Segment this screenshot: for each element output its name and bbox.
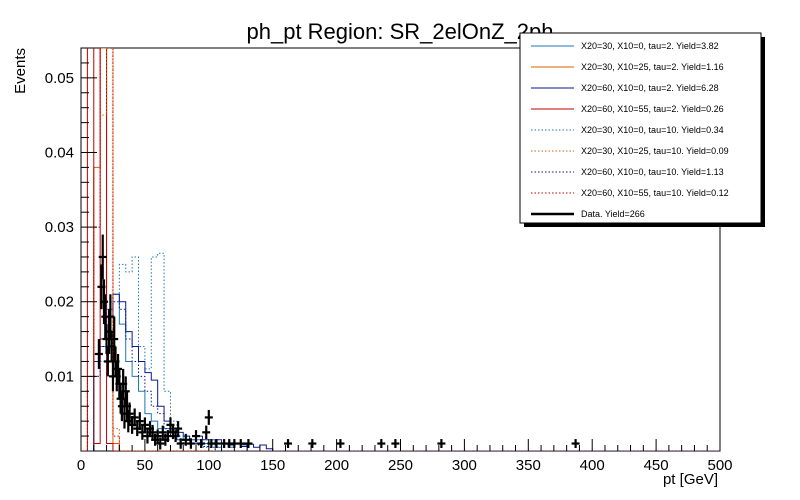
series-histogram-1 — [81, 293, 720, 451]
x-tick-label: 0 — [77, 457, 85, 474]
data-point — [153, 429, 162, 443]
data-points-layer — [94, 234, 580, 450]
x-tick-label: 500 — [707, 457, 732, 474]
x-tick-label: 200 — [324, 457, 349, 474]
series-histogram-5 — [81, 252, 720, 451]
x-tick-label: 300 — [452, 457, 477, 474]
x-tick-label: 450 — [644, 457, 669, 474]
data-point — [336, 439, 345, 449]
y-tick-label: 0.01 — [45, 368, 74, 385]
x-axis-label: pt [GeV] — [663, 471, 718, 488]
legend-label: X20=60, X10=0, tau=2. Yield=6.28 — [581, 83, 719, 93]
data-point — [181, 433, 190, 446]
legend-entry: X20=30, X10=0, tau=10. Yield=0.34 — [531, 125, 724, 135]
legend-label: X20=30, X10=0, tau=10. Yield=0.34 — [581, 125, 724, 135]
data-point — [174, 421, 183, 437]
legend-entry: X20=30, X10=25, tau=2. Yield=1.16 — [531, 62, 724, 72]
x-tick-label: 400 — [580, 457, 605, 474]
data-point — [197, 439, 206, 449]
data-point — [98, 234, 107, 280]
data-point — [308, 439, 317, 449]
x-tick-label: 350 — [516, 457, 541, 474]
legend-entry: X20=60, X10=0, tau=2. Yield=6.28 — [531, 83, 719, 93]
legend-label: X20=30, X10=0, tau=2. Yield=3.82 — [581, 41, 719, 51]
data-point — [176, 438, 185, 449]
legend-entry: X20=30, X10=0, tau=2. Yield=3.82 — [531, 41, 719, 51]
legend-entry: Data. Yield=266 — [531, 209, 645, 219]
x-tick-label: 50 — [137, 457, 154, 474]
data-point — [106, 294, 115, 340]
x-axis: 0 50 100 150 200 250 300 350 400 450 500 — [77, 439, 733, 474]
data-point — [202, 425, 211, 440]
x-tick-label: 150 — [260, 457, 285, 474]
legend-label: X20=60, X10=0, tau=10. Yield=1.13 — [581, 167, 724, 177]
data-point — [212, 439, 221, 449]
series-histogram-3 — [81, 293, 720, 451]
y-tick-label: 0.03 — [45, 219, 74, 236]
data-point — [121, 376, 130, 407]
data-point — [192, 430, 201, 443]
data-point — [110, 316, 119, 362]
data-point — [135, 412, 144, 431]
data-point — [114, 353, 123, 384]
data-point — [130, 408, 139, 427]
data-point — [103, 346, 112, 377]
data-point — [156, 437, 165, 450]
y-axis-label: Events — [12, 48, 29, 94]
data-point — [391, 439, 400, 449]
data-point — [125, 402, 134, 425]
data-point — [236, 439, 245, 449]
data-point — [94, 339, 103, 369]
y-tick-label: 0.04 — [45, 144, 74, 161]
series-histogram-7 — [81, 301, 720, 451]
y-axis: 0.01 0.02 0.03 0.04 0.05 — [45, 62, 97, 437]
chart-title: ph_pt Region: SR_2elOnZ_2ph — [247, 19, 554, 44]
data-point — [437, 439, 446, 449]
legend: X20=30, X10=0, tau=2. Yield=3.82 X20=30, … — [519, 32, 765, 227]
data-point — [140, 417, 149, 433]
y-tick-label: 0.05 — [45, 70, 74, 87]
data-point — [377, 439, 386, 449]
legend-box — [519, 32, 762, 224]
legend-entry: X20=60, X10=55, tau=10. Yield=0.12 — [531, 188, 729, 198]
data-point — [204, 409, 213, 425]
data-point — [166, 417, 175, 433]
legend-label: X20=60, X10=55, tau=10. Yield=0.12 — [581, 188, 729, 198]
legend-entry: X20=60, X10=55, tau=2. Yield=0.26 — [531, 104, 724, 114]
legend-label: Data. Yield=266 — [581, 209, 645, 219]
y-tick-label: 0.02 — [45, 294, 74, 311]
data-point — [148, 424, 157, 440]
data-point — [571, 439, 580, 449]
legend-label: X20=30, X10=25, tau=10. Yield=0.09 — [581, 146, 729, 156]
legend-label: X20=30, X10=25, tau=2. Yield=1.16 — [581, 62, 724, 72]
data-point — [158, 425, 167, 440]
data-point — [244, 439, 253, 449]
data-point — [284, 439, 293, 449]
legend-entry: X20=30, X10=25, tau=10. Yield=0.09 — [531, 146, 729, 156]
data-point — [163, 430, 172, 443]
data-point — [186, 438, 195, 449]
x-tick-label: 100 — [196, 457, 221, 474]
legend-entry: X20=60, X10=0, tau=10. Yield=1.13 — [531, 167, 724, 177]
x-tick-label: 250 — [388, 457, 413, 474]
legend-label: X20=60, X10=55, tau=2. Yield=0.26 — [581, 104, 724, 114]
